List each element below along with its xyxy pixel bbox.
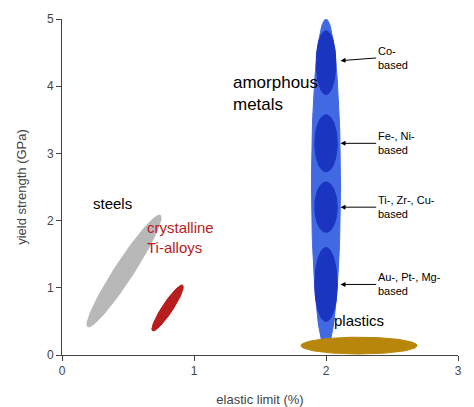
svg-text:2: 2 xyxy=(47,214,54,228)
svg-text:1: 1 xyxy=(47,281,54,295)
svg-text:Fe-, Ni-based: Fe-, Ni-based xyxy=(378,130,415,156)
svg-text:0: 0 xyxy=(59,364,66,378)
svg-text:0: 0 xyxy=(47,348,54,362)
svg-text:crystallineTi-alloys: crystallineTi-alloys xyxy=(147,219,214,256)
svg-text:elastic limit (%): elastic limit (%) xyxy=(216,392,303,407)
svg-text:5: 5 xyxy=(47,12,54,26)
svg-text:plastics: plastics xyxy=(334,312,384,329)
svg-text:3: 3 xyxy=(455,364,462,378)
svg-text:2: 2 xyxy=(323,364,330,378)
svg-text:3: 3 xyxy=(47,147,54,161)
svg-text:amorphousmetals: amorphousmetals xyxy=(233,73,318,114)
svg-text:Au-, Pt-, Mg-based: Au-, Pt-, Mg-based xyxy=(378,271,441,297)
svg-text:4: 4 xyxy=(47,79,54,93)
svg-text:Co-based: Co-based xyxy=(378,45,408,71)
svg-text:yield strength (GPa): yield strength (GPa) xyxy=(14,129,29,245)
svg-text:Ti-, Zr-, Cu-based: Ti-, Zr-, Cu-based xyxy=(378,194,435,220)
svg-text:1: 1 xyxy=(191,364,198,378)
svg-text:steels: steels xyxy=(93,195,132,212)
